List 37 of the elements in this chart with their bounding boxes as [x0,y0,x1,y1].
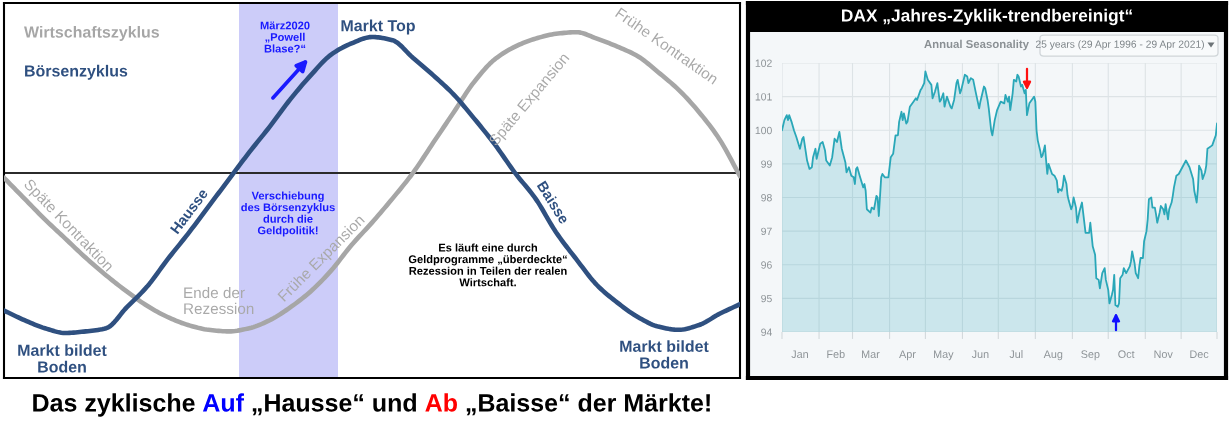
text: Markt bildet Boden [620,340,709,369]
x-tick-label: Aug [1043,350,1063,361]
x-tick-label: Jun [971,350,989,359]
x-tick-label: Jan [791,350,808,359]
y-tick-label: 96 [761,261,772,269]
chart-title: DAX „Jahres-Zyklik-trendbereinigt“ [842,8,1132,26]
text: Das zyklische [33,393,195,417]
text: Börsenzyklus [25,64,128,80]
y-tick-label: 95 [761,294,772,303]
x-tick-label: Dec [1190,350,1209,359]
y-tick-label: 99 [761,160,772,168]
x-tick-label: Apr [899,350,916,361]
y-tick-label: 100 [755,126,772,135]
x-tick-label: Nov [1154,350,1173,359]
text: Wirtschaftszyklus [24,26,160,41]
x-tick-label: Sep [1081,350,1100,361]
text: Ab [425,393,457,412]
x-tick-label: May [933,350,954,361]
y-tick-label: 101 [755,93,772,101]
y-tick-label: 102 [755,59,772,67]
x-tick-label: Feb [827,350,845,359]
text: Auf [202,393,245,412]
y-tick-label: 98 [761,194,772,202]
annotation: März2020 „Powell Blase?“ [260,21,310,53]
text: 25 years (29 Apr 1996 - 29 Apr 2021) [1035,40,1204,50]
text: „Baisse“ der Märkte! [466,393,710,416]
annotation: Ende der Rezession [184,286,254,315]
x-tick-label: Oct [1118,350,1135,359]
x-tick-label: Mar [862,350,880,359]
annotation: Markt Top [341,19,415,35]
y-tick-label: 94 [761,328,772,336]
x-tick-label: Jul [1009,350,1023,359]
annotation: Es läuft eine durch Geldprogramme „überdeckte“ Rezession in Teilen der realen Wirtschaft. [408,243,567,287]
chart-subtitle: Annual Seasonality [924,39,1029,51]
text: Markt bildet Boden [18,344,107,373]
text: „Hausse“ und [252,393,416,416]
y-tick-label: 97 [761,227,772,235]
